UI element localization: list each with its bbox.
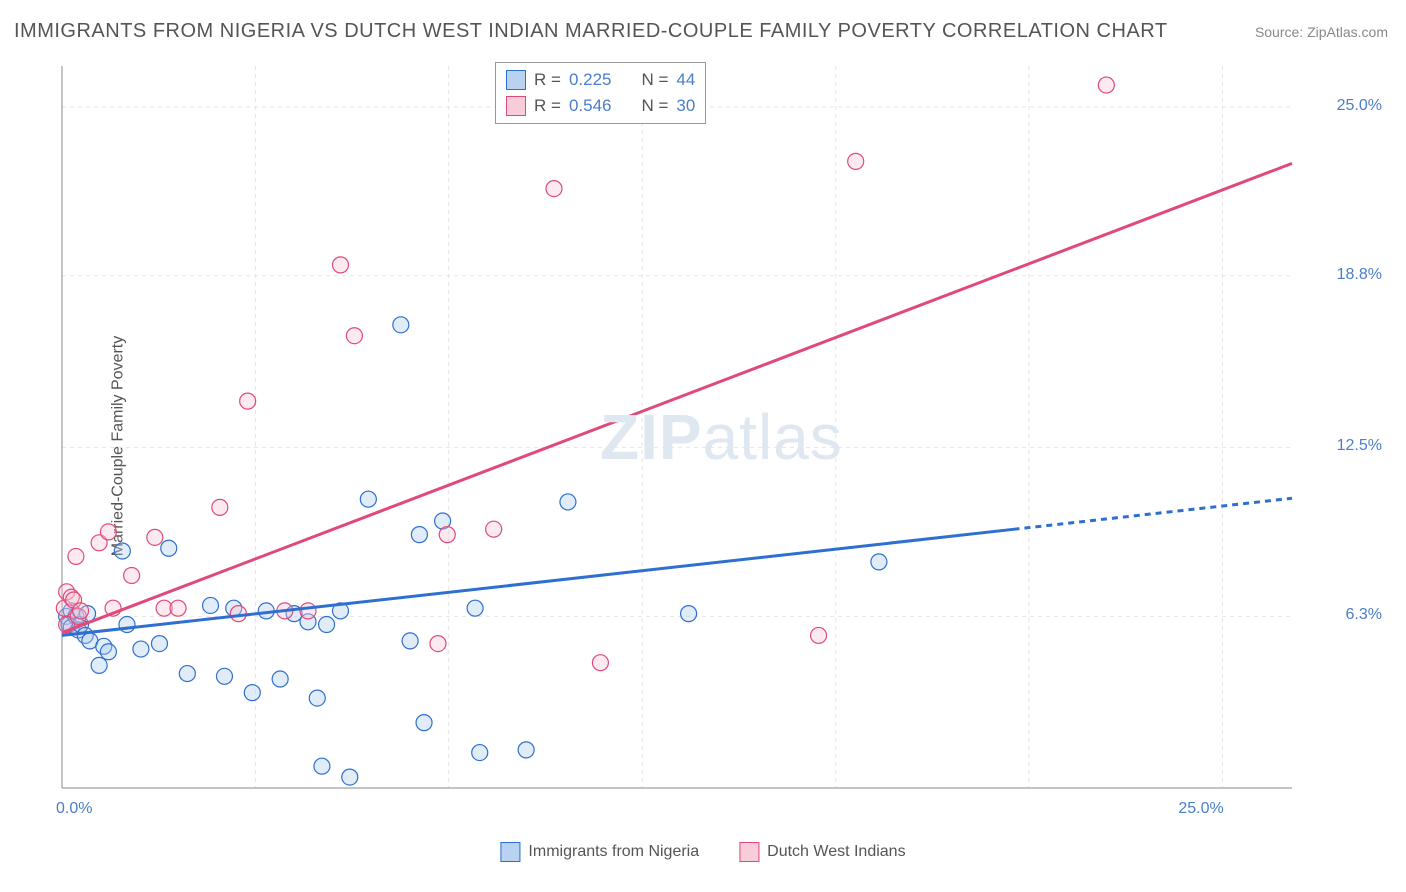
legend-swatch [500,842,520,862]
x-tick-label: 25.0% [1178,800,1223,818]
y-tick-label: 25.0% [1337,97,1382,115]
legend-n-label: N = [641,67,668,93]
series-name: Immigrants from Nigeria [528,843,699,860]
x-tick-label: 0.0% [56,800,92,818]
legend-swatch [739,842,759,862]
chart-container: IMMIGRANTS FROM NIGERIA VS DUTCH WEST IN… [0,0,1406,892]
legend-r-value: 0.546 [569,93,612,119]
plot-area [52,58,1352,828]
legend-n-label: N = [641,93,668,119]
y-tick-label: 6.3% [1346,606,1382,624]
chart-title: IMMIGRANTS FROM NIGERIA VS DUTCH WEST IN… [14,20,1168,43]
series-legend-item: Immigrants from Nigeria [500,842,699,862]
legend-swatch [506,96,526,116]
y-tick-label: 12.5% [1337,437,1382,455]
series-name: Dutch West Indians [767,843,905,860]
series-legend: Immigrants from Nigeria Dutch West Indian… [500,842,905,862]
scatter-plot-svg [52,58,1352,828]
legend-r-value: 0.225 [569,67,612,93]
legend-r-label: R = [534,67,561,93]
legend-swatch [506,70,526,90]
legend-n-value: 30 [676,93,695,119]
series-legend-item: Dutch West Indians [739,842,905,862]
correlation-legend-box: R = 0.225 N = 44 R = 0.546 N = 30 [495,62,706,124]
legend-row: R = 0.546 N = 30 [506,93,695,119]
y-tick-label: 18.8% [1337,266,1382,284]
legend-r-label: R = [534,93,561,119]
legend-n-value: 44 [676,67,695,93]
source-label: Source: ZipAtlas.com [1255,24,1388,40]
legend-row: R = 0.225 N = 44 [506,67,695,93]
